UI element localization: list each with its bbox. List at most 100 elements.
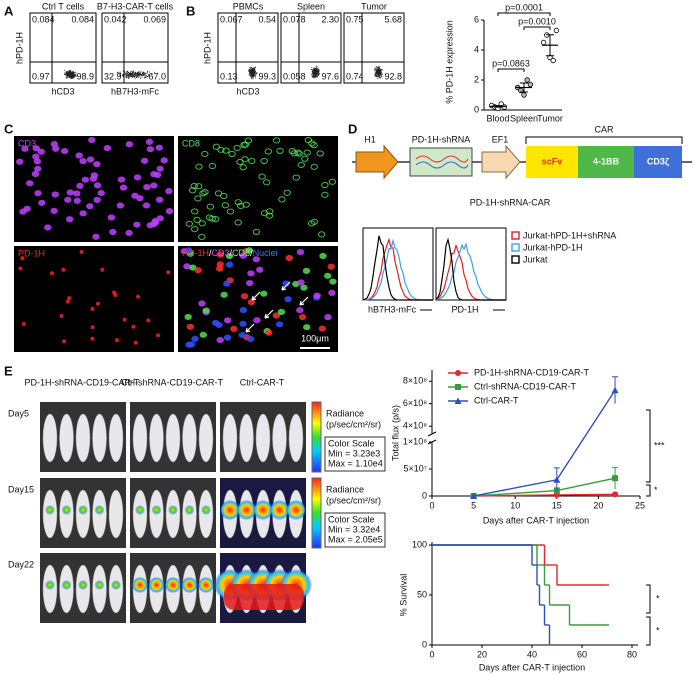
flow-event [142, 74, 144, 76]
mouse [222, 413, 238, 463]
cell [240, 141, 248, 149]
flow-event [378, 77, 380, 78]
flow-event [310, 69, 312, 71]
flow-event [126, 75, 128, 77]
flow-event [125, 75, 127, 77]
flow-event [253, 73, 255, 74]
flow-event [314, 73, 315, 75]
flow-event [72, 71, 74, 73]
cell [160, 157, 168, 164]
flow-event [68, 74, 70, 76]
flow-event [253, 67, 255, 69]
cell [211, 319, 220, 326]
flow-event [381, 76, 383, 78]
flow-event [318, 73, 320, 75]
cell [223, 317, 232, 324]
flow-event [317, 68, 319, 70]
flow-event [68, 75, 70, 77]
flow-event [67, 71, 69, 73]
cell [236, 158, 244, 166]
flow-event [253, 72, 255, 74]
cell [31, 170, 40, 178]
x-tick-label: 0 [429, 649, 434, 659]
flow-event [253, 70, 255, 72]
cell [208, 162, 217, 170]
cell [252, 228, 261, 235]
flow-event [252, 71, 254, 73]
signal [61, 505, 72, 515]
flow-event [131, 76, 133, 78]
flow-event [313, 68, 315, 70]
flow-event [139, 73, 141, 75]
cell [92, 233, 100, 240]
flow-event [126, 76, 128, 78]
flow-event [66, 76, 68, 78]
flow-event [379, 76, 381, 78]
flow-event [318, 71, 320, 73]
flow-event [314, 72, 316, 74]
flow-event [70, 74, 72, 75]
flow-event [378, 71, 380, 73]
flow-event [251, 75, 253, 77]
flow-event [313, 74, 315, 76]
group-label: Ctrl-CAR-T [240, 377, 285, 387]
signal [165, 577, 181, 593]
legend-marker [455, 370, 461, 376]
flow-event [128, 72, 130, 74]
flow-event [125, 74, 127, 76]
panel-label: B [186, 3, 195, 18]
flow-event [317, 70, 319, 72]
flow-event [129, 73, 131, 74]
cell [184, 313, 192, 321]
flow-event [313, 67, 315, 69]
flow-event [144, 76, 146, 78]
flow-event [133, 73, 135, 75]
flow-event [72, 78, 74, 79]
signal [148, 577, 165, 593]
cell [156, 333, 161, 338]
flow-event [318, 71, 320, 73]
merge-channel: CD8 [232, 248, 250, 258]
cell [303, 324, 311, 331]
flow-event [377, 69, 379, 71]
panel-label: E [4, 363, 13, 378]
cell [49, 271, 54, 276]
flow-event [138, 76, 140, 78]
flow-event [127, 72, 129, 74]
flow-event [314, 76, 315, 77]
flow-event [315, 72, 317, 74]
flow-event [137, 71, 139, 73]
x-tick-label: 25 [635, 500, 645, 510]
flow-event [131, 72, 133, 74]
flow-event [315, 71, 317, 73]
cell [238, 331, 247, 339]
flow-event [313, 71, 315, 73]
signal [61, 580, 72, 590]
flow-event [134, 73, 136, 75]
cell [216, 265, 224, 272]
cell [185, 220, 194, 227]
flow-event [316, 71, 318, 73]
quadrant-value: 92.8 [384, 71, 402, 81]
cell [256, 266, 264, 273]
x-tick-label: 20 [593, 500, 603, 510]
flow-event [131, 74, 133, 76]
flow-event [248, 71, 250, 73]
cell [248, 157, 256, 165]
cell [225, 261, 234, 268]
flow-event [129, 74, 131, 76]
flow-event [72, 76, 73, 78]
cell [61, 267, 66, 272]
flow-event [66, 72, 68, 74]
flow-event [377, 78, 379, 79]
flow-event [68, 71, 70, 73]
quadrant-value: 0.042 [104, 14, 127, 24]
day-label: Day5 [8, 408, 29, 418]
flow-event [68, 72, 70, 74]
flow-event [252, 70, 254, 71]
flow-event [313, 77, 315, 79]
flow-event [380, 71, 382, 73]
cell [86, 203, 94, 210]
flow-event [251, 68, 253, 70]
flow-event [138, 74, 140, 76]
